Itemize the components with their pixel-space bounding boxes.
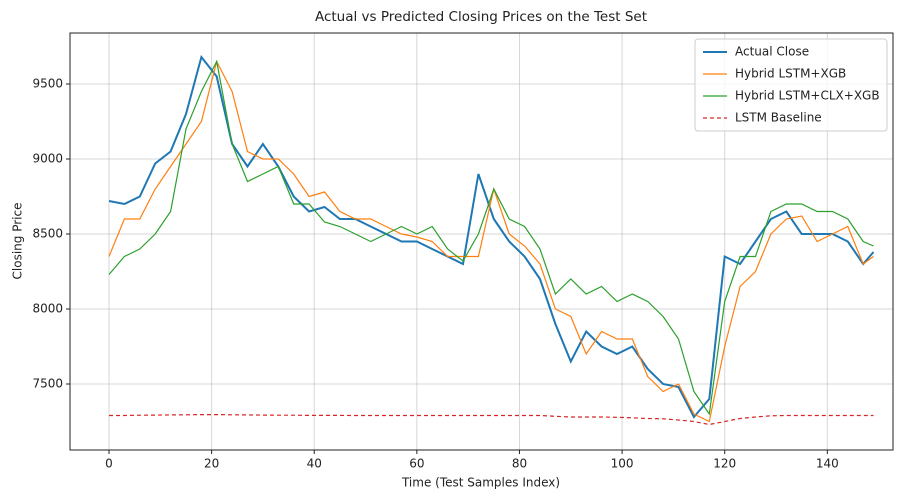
legend-label: Hybrid LSTM+CLX+XGB — [735, 89, 880, 103]
y-tick-label: 8500 — [32, 227, 63, 241]
legend: Actual Close Hybrid LSTM+XGB Hybrid LSTM+C… — [694, 38, 888, 132]
x-tick-label: 80 — [512, 457, 527, 471]
legend-label: Actual Close — [735, 45, 809, 59]
y-axis-label: Closing Price — [11, 203, 25, 280]
x-tick-label: 100 — [611, 457, 634, 471]
series-line — [108, 54, 875, 419]
x-tick-label: 20 — [204, 457, 219, 471]
x-tick-label: 140 — [816, 457, 839, 471]
x-tick-label: 120 — [713, 457, 736, 471]
legend-label: Hybrid LSTM+XGB — [735, 67, 846, 81]
x-tick-label: 0 — [105, 457, 113, 471]
x-axis-label: Time (Test Samples Index) — [401, 476, 560, 490]
series-line — [109, 414, 874, 426]
legend-box — [694, 38, 888, 132]
series-line — [108, 59, 874, 416]
y-tick-label: 9500 — [32, 77, 63, 91]
y-tick-label: 7500 — [32, 377, 63, 391]
chart-title: Actual vs Predicted Closing Prices on th… — [315, 9, 647, 25]
y-tick-label: 8000 — [32, 302, 63, 316]
y-tick-label: 9000 — [32, 152, 63, 166]
plot-frame — [69, 32, 894, 451]
x-tick-label: 60 — [409, 457, 424, 471]
legend-label: LSTM Baseline — [735, 111, 822, 125]
x-tick-label: 40 — [307, 457, 322, 471]
